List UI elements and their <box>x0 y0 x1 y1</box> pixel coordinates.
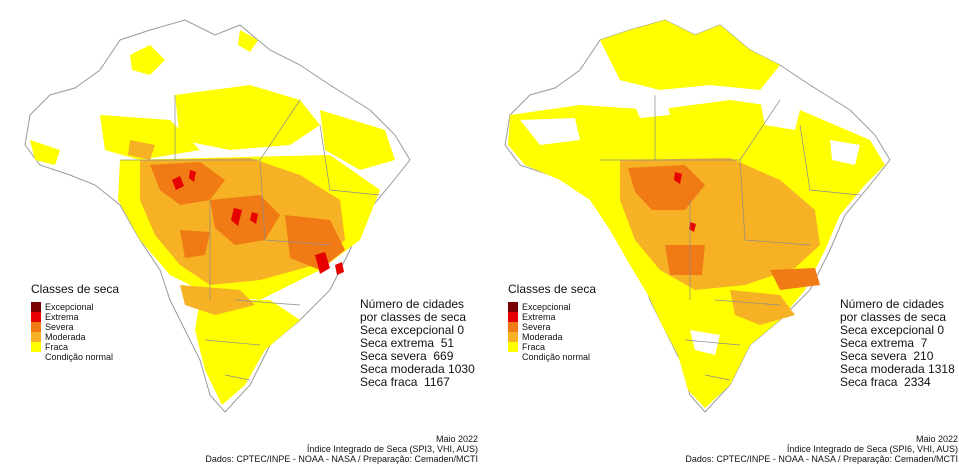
swatch-fraca <box>508 342 518 352</box>
counts-heading-1: Número de cidades <box>360 297 465 311</box>
legend: Classes de seca Excepcional Extrema Seve… <box>508 282 596 362</box>
legend-title: Classes de seca <box>31 282 120 296</box>
swatch-extrema <box>31 312 41 322</box>
footer-index: Índice Integrado de Seca (SPI3, VHI, AUS… <box>306 444 478 454</box>
counts-heading-2: por classes de seca <box>360 310 467 324</box>
count-extrema: Seca extrema 7 <box>840 336 928 350</box>
drought-map-spi6 <box>504 19 891 413</box>
count-moderada: Seca moderada 1318 <box>840 362 955 376</box>
swatch-moderada <box>31 332 41 342</box>
counts-heading-2: por classes de seca <box>840 310 947 324</box>
state-borders <box>120 95 381 381</box>
swatch-excepcional <box>508 302 518 312</box>
city-counts: Número de cidades por classes de seca Se… <box>360 298 475 389</box>
footer-date: Maio 2022 <box>435 434 478 444</box>
legend-item-severa: Severa <box>508 322 596 332</box>
severa-regions <box>628 165 820 290</box>
swatch-normal <box>508 352 518 362</box>
legend-label: Severa <box>522 322 551 332</box>
swatch-moderada <box>508 332 518 342</box>
legend-item-normal: Condição normal <box>508 352 596 362</box>
severa-regions <box>150 162 345 270</box>
counts-heading-1: Número de cidades <box>840 297 945 311</box>
legend-label: Condição normal <box>45 352 114 362</box>
count-extrema: Seca extrema 51 <box>360 336 455 350</box>
legend-item-excepcional: Excepcional <box>31 302 119 312</box>
legend-label: Extrema <box>522 312 556 322</box>
count-excepcional: Seca excepcional 0 <box>840 323 945 337</box>
footer: Maio 2022 Índice Integrado de Seca (SPI3… <box>205 434 478 464</box>
legend-label: Severa <box>45 322 74 332</box>
legend-label: Fraca <box>45 342 69 352</box>
legend-item-severa: Severa <box>31 322 119 332</box>
legend-label: Excepcional <box>522 302 571 312</box>
count-severa: Seca severa 669 <box>360 349 454 363</box>
legend-label: Excepcional <box>45 302 94 312</box>
extrema-regions <box>172 170 344 275</box>
count-excepcional: Seca excepcional 0 <box>360 323 465 337</box>
count-fraca: Seca fraca 1167 <box>360 375 450 389</box>
legend-label: Condição normal <box>522 352 591 362</box>
footer-index: Índice Integrado de Seca (SPI6, VHI, AUS… <box>786 444 958 454</box>
legend-label: Moderada <box>522 332 563 342</box>
normal-regions <box>520 92 860 355</box>
legend-item-extrema: Extrema <box>31 312 119 322</box>
footer-credits: Dados: CPTEC/INPE - NOAA - NASA / Prepar… <box>205 454 478 464</box>
swatch-severa <box>31 322 41 332</box>
legend-item-extrema: Extrema <box>508 312 596 322</box>
city-counts: Número de cidades por classes de seca Se… <box>840 298 955 389</box>
legend-item-moderada: Moderada <box>31 332 119 342</box>
legend-label: Moderada <box>45 332 86 342</box>
legend-item-fraca: Fraca <box>508 342 596 352</box>
map-panel-spi6: Classes de seca Excepcional Extrema Seve… <box>480 0 959 469</box>
footer-date: Maio 2022 <box>915 434 958 444</box>
count-severa: Seca severa 210 <box>840 349 934 363</box>
legend-item-moderada: Moderada <box>508 332 596 342</box>
map-panel-spi3: Classes de seca Excepcional Extrema Seve… <box>24 19 478 464</box>
drought-map-spi3 <box>24 19 411 413</box>
swatch-normal <box>31 352 41 362</box>
swatch-severa <box>508 322 518 332</box>
count-fraca: Seca fraca 2334 <box>840 375 931 389</box>
swatch-fraca <box>31 342 41 352</box>
legend-label: Fraca <box>522 342 546 352</box>
legend: Classes de seca Excepcional Extrema Seve… <box>31 282 119 362</box>
legend-item-excepcional: Excepcional <box>508 302 596 312</box>
legend-item-fraca: Fraca <box>31 342 119 352</box>
swatch-excepcional <box>31 302 41 312</box>
footer: Maio 2022 Índice Integrado de Seca (SPI6… <box>685 434 958 464</box>
legend-item-normal: Condição normal <box>31 352 119 362</box>
extrema-regions <box>674 172 696 232</box>
legend-label: Extrema <box>45 312 79 322</box>
count-moderada: Seca moderada 1030 <box>360 362 475 376</box>
legend-title: Classes de seca <box>508 282 597 296</box>
state-borders <box>600 95 861 381</box>
swatch-extrema <box>508 312 518 322</box>
footer-credits: Dados: CPTEC/INPE - NOAA - NASA / Prepar… <box>685 454 958 464</box>
